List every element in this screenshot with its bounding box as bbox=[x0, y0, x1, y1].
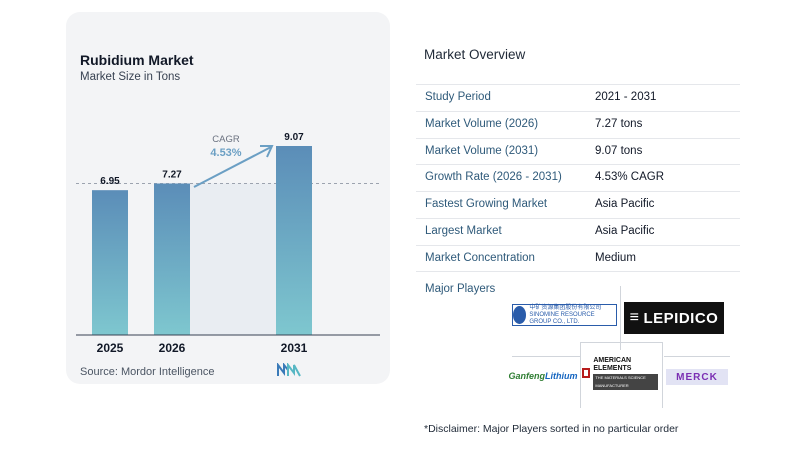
overview-title: Market Overview bbox=[424, 47, 526, 62]
sinomine-mark-icon bbox=[513, 306, 527, 324]
overview-row: Market Volume (2026) 7.27 tons bbox=[416, 110, 740, 138]
overview-row: Fastest Growing Market Asia Pacific bbox=[416, 191, 740, 218]
reference-band bbox=[190, 183, 276, 335]
overview-row-value: 7.27 tons bbox=[595, 117, 643, 130]
merck-name: MERCK bbox=[676, 371, 718, 383]
overview-row: Market Concentration Medium bbox=[416, 244, 740, 272]
american-elements-line2: ELEMENTS bbox=[593, 364, 632, 372]
overview-row-value: 4.53% CAGR bbox=[595, 171, 665, 184]
overview-row-label: Market Volume (2026) bbox=[425, 117, 539, 130]
american-elements-mark-icon bbox=[582, 368, 591, 378]
american-elements-line1: AMERICAN bbox=[593, 356, 632, 364]
cagr-arrow-head bbox=[260, 145, 274, 158]
lepidico-name: LEPIDICO bbox=[643, 309, 719, 327]
bar-value-label: 6.95 bbox=[100, 176, 120, 187]
overview-row-label: Market Concentration bbox=[425, 251, 535, 264]
bar bbox=[276, 146, 312, 335]
overview-row-label: Fastest Growing Market bbox=[425, 198, 548, 211]
sinomine-logo: 中矿资源集团股份有限公司 SINOMINE RESOURCE GROUP CO.… bbox=[512, 304, 617, 326]
category-label: 2025 bbox=[97, 341, 124, 355]
overview-row-label: Study Period bbox=[425, 91, 491, 103]
lepidico-logo: ≡ LEPIDICO bbox=[624, 302, 724, 334]
merck-logo: MERCK bbox=[666, 369, 728, 385]
overview-row-value: Medium bbox=[595, 251, 636, 264]
bar-value-label: 9.07 bbox=[284, 132, 304, 143]
overview-table: Study Period 2021 - 2031 Market Volume (20… bbox=[416, 84, 740, 272]
overview-row-value: 2021 - 2031 bbox=[595, 91, 657, 103]
overview-row: Market Volume (2031) 9.07 tons bbox=[416, 137, 740, 165]
overview-row-value: Asia Pacific bbox=[595, 224, 655, 237]
cagr-label: CAGR bbox=[212, 134, 240, 145]
ganfeng-lithium-name: Lithium bbox=[545, 371, 578, 381]
american-elements-logo: AMERICAN ELEMENTS THE MATERIALS SCIENCE … bbox=[582, 356, 658, 390]
cagr-value: 4.53% bbox=[210, 147, 241, 159]
american-elements-tagline: THE MATERIALS SCIENCE MANUFACTURER bbox=[593, 373, 658, 390]
category-label: 2026 bbox=[159, 341, 186, 355]
ganfeng-name: Ganfeng bbox=[508, 371, 546, 381]
sinomine-name-cn: 中矿资源集团股份有限公司 bbox=[529, 304, 602, 311]
bar bbox=[92, 190, 128, 335]
players-title: Major Players bbox=[425, 283, 496, 295]
sinomine-name-en: SINOMINE RESOURCE GROUP CO., LTD. bbox=[529, 311, 595, 325]
overview-row: Study Period 2021 - 2031 bbox=[416, 84, 740, 111]
disclaimer: *Disclaimer: Major Players sorted in no … bbox=[424, 423, 679, 435]
overview-row: Largest Market Asia Pacific bbox=[416, 217, 740, 245]
bar-chart: 6.95 2025 7.27 2026 9.07 2031 CAGR 4.53% bbox=[76, 132, 380, 355]
overview-row-label: Market Volume (2031) bbox=[425, 144, 539, 157]
players-logos: 中矿资源集团股份有限公司 SINOMINE RESOURCE GROUP CO.… bbox=[500, 286, 740, 416]
cagr-arrow bbox=[193, 146, 272, 188]
bar bbox=[154, 183, 190, 335]
overview-row: Growth Rate (2026 - 2031) 4.53% CAGR bbox=[416, 164, 740, 191]
mordor-intelligence-logo-icon bbox=[277, 363, 301, 377]
chart-title: Rubidium Market bbox=[80, 52, 194, 68]
overview-row-label: Growth Rate (2026 - 2031) bbox=[425, 171, 562, 184]
category-label: 2031 bbox=[281, 341, 308, 355]
overview-row-value: Asia Pacific bbox=[595, 198, 655, 211]
ganfeng-lithium-logo: Ganfeng Lithium bbox=[508, 366, 578, 386]
bar-value-label: 7.27 bbox=[162, 170, 182, 181]
chart-source: Source: Mordor Intelligence bbox=[80, 366, 215, 378]
chart-subtitle: Market Size in Tons bbox=[80, 71, 181, 83]
overview-row-value: 9.07 tons bbox=[595, 144, 643, 157]
lepidico-mark-icon: ≡ bbox=[629, 309, 640, 326]
overview-row-label: Largest Market bbox=[425, 224, 502, 237]
